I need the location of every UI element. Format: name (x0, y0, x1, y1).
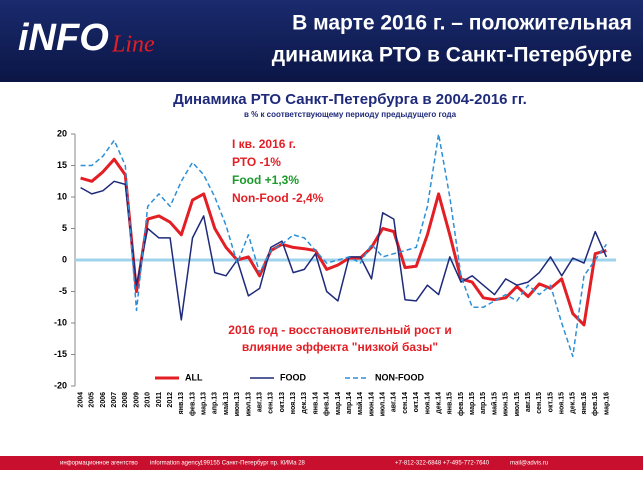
x-tick-label: окт.15 (547, 392, 554, 412)
x-tick-label: июл.15 (514, 392, 521, 416)
footer-text: +7-812-322-6848 +7-495-772-7640 (395, 461, 490, 467)
x-tick-label: апр.15 (480, 392, 487, 414)
annotation: Non-Food -2,4% (232, 191, 324, 205)
annotation: РТО -1% (232, 155, 281, 169)
x-tick-label: июн.15 (503, 392, 510, 416)
x-tick-label: янв.13 (178, 392, 185, 414)
footer-text: mail@advis.ru (510, 461, 548, 467)
x-tick-label: фев.15 (458, 392, 465, 416)
x-tick-label: сен.14 (402, 392, 409, 414)
x-tick-label: дек.13 (301, 392, 308, 414)
x-tick-label: дек.14 (435, 392, 442, 414)
x-tick-label: 2007 (111, 392, 118, 408)
header-title: В марте 2016 г. – положительная (292, 12, 632, 35)
x-tick-label: 2010 (145, 392, 152, 408)
x-tick-label: ноя.14 (424, 392, 431, 414)
x-tick-label: янв.14 (312, 392, 319, 414)
y-tick-label: 5 (62, 223, 67, 233)
x-tick-label: апр.13 (212, 392, 219, 414)
x-tick-label: фев.16 (592, 392, 599, 416)
x-tick-label: сен.15 (536, 392, 543, 414)
y-tick-label: 15 (57, 160, 67, 170)
x-tick-label: ноя.15 (559, 392, 566, 414)
chart-subtitle: в % к соответствующему периоду предыдуще… (244, 110, 457, 119)
footer-text: 199155 Санкт-Петербург пр. КИМа 28 (200, 461, 306, 467)
footer-text: информационное агентство (60, 461, 138, 467)
x-tick-label: авг.13 (256, 392, 263, 412)
y-tick-label: -20 (54, 380, 67, 390)
y-tick-label: 20 (57, 128, 67, 138)
legend-label: FOOD (280, 372, 306, 382)
header-bg (0, 0, 643, 82)
x-tick-label: 2012 (167, 392, 174, 408)
x-tick-label: окт.14 (413, 392, 420, 412)
series-line (80, 133, 608, 358)
x-tick-label: окт.13 (279, 392, 286, 412)
x-tick-label: май.14 (356, 392, 364, 415)
x-tick-label: авг.15 (525, 392, 532, 412)
x-tick-label: мар.13 (201, 392, 208, 415)
x-tick-label: авг.14 (391, 392, 398, 412)
x-tick-label: 2008 (122, 392, 129, 408)
y-tick-label: -10 (54, 317, 67, 327)
x-tick-label: сен.13 (268, 392, 275, 414)
x-tick-label: июн.13 (234, 392, 241, 416)
x-tick-label: 2005 (89, 392, 96, 408)
x-tick-label: июн.14 (368, 392, 375, 416)
y-tick-label: 10 (57, 191, 67, 201)
annotation: 2016 год - восстановительный рост и (228, 323, 451, 337)
x-tick-label: 2011 (156, 392, 163, 407)
logo: Line (111, 32, 155, 58)
legend-label: NON-FOOD (375, 372, 424, 382)
x-tick-label: мар.16 (603, 392, 610, 415)
x-tick-label: янв.15 (447, 392, 454, 414)
x-tick-label: май.13 (222, 392, 230, 415)
annotation: влияние эффекта "низкой базы" (242, 340, 438, 354)
x-tick-label: дек.15 (570, 392, 577, 414)
footer-bar (0, 456, 643, 470)
x-tick-label: мар.14 (335, 392, 342, 415)
x-tick-label: фев.13 (189, 392, 196, 416)
x-tick-label: апр.14 (346, 392, 353, 414)
x-tick-label: 2004 (77, 392, 84, 408)
series-line (80, 180, 608, 321)
logo: iNFO (18, 17, 109, 59)
x-tick-label: май.15 (490, 392, 498, 415)
annotation: I кв. 2016 г. (232, 137, 296, 151)
x-tick-label: янв.16 (581, 392, 588, 414)
chart-title: Динамика РТО Санкт-Петербурга в 2004-201… (173, 91, 527, 108)
header-title: динамика РТО в Санкт-Петербурге (272, 44, 632, 67)
annotation: Food +1,3% (232, 173, 299, 187)
x-tick-label: мар.15 (469, 392, 476, 415)
footer-text: information agency (150, 461, 201, 467)
legend-label: ALL (185, 372, 203, 382)
y-tick-label: 0 (62, 254, 67, 264)
footer: информационное агентство information agen… (60, 461, 548, 467)
x-tick-label: ноя.13 (290, 392, 297, 414)
y-tick-label: -5 (59, 286, 67, 296)
y-tick-label: -15 (54, 349, 67, 359)
x-tick-label: фев.14 (324, 392, 331, 416)
series-line (80, 157, 607, 327)
x-tick-label: 2009 (133, 392, 140, 408)
x-tick-label: июл.14 (380, 392, 387, 416)
x-tick-label: июл.13 (245, 392, 252, 416)
x-tick-label: 2006 (100, 392, 107, 408)
